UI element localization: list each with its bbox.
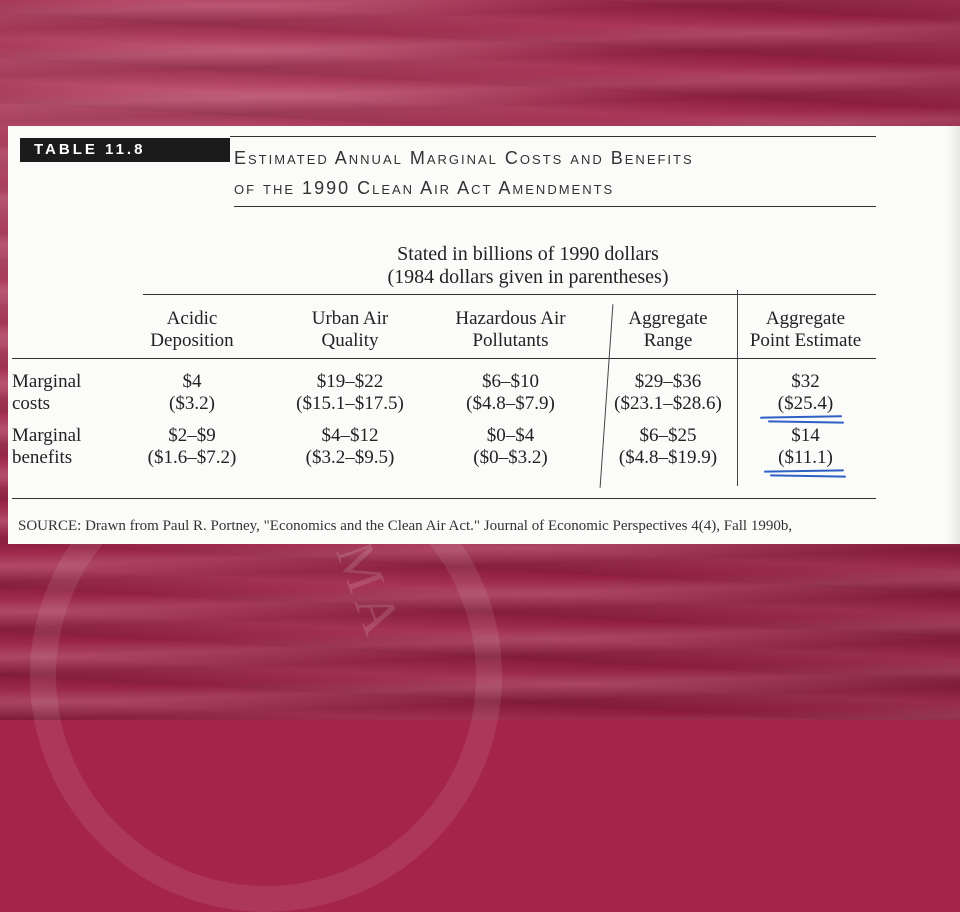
- pen-underline-benefits-2: [769, 474, 847, 478]
- cost-urban-1984: ($15.1–$17.5): [296, 393, 404, 414]
- title-rule: [234, 206, 876, 207]
- top-rule: [230, 136, 876, 137]
- scanned-table-page: TABLE 11.8 Estimated Annual Marginal Cos…: [8, 126, 960, 544]
- table-title-line2: of the 1990 Clean Air Act Amendments: [234, 178, 615, 198]
- subtitle-line2: (1984 dollars given in parentheses): [387, 266, 669, 288]
- table-tag: TABLE 11.8: [20, 138, 230, 162]
- cost-range: $29–$36: [634, 371, 702, 392]
- page-edge: [946, 126, 960, 544]
- benefit-urban: $4–$12: [321, 425, 379, 446]
- col-header-point-1: Aggregate: [765, 308, 846, 329]
- benefit-urban-1984: ($3.2–$9.5): [305, 447, 395, 468]
- pen-underline-costs-1: [759, 415, 843, 419]
- benefit-point: $14: [791, 425, 820, 446]
- col-header-urban-1: Urban Air: [311, 308, 389, 329]
- row-label-costs-1: Marginal: [12, 371, 82, 392]
- col-header-point-2: Point Estimate: [749, 330, 862, 351]
- benefit-range: $6–$25: [639, 425, 697, 446]
- col-header-range-1: Aggregate: [628, 308, 708, 329]
- bottom-rule: [12, 498, 876, 499]
- cost-hazardous: $6–$10: [482, 371, 539, 392]
- pen-divider-right: [737, 290, 738, 486]
- col-header-urban-2: Quality: [321, 330, 379, 351]
- header-rule: [143, 294, 876, 295]
- row-label-costs-2: costs: [12, 393, 50, 414]
- benefit-acidic-1984: ($1.6–$7.2): [147, 447, 237, 468]
- cost-hazardous-1984: ($4.8–$7.9): [466, 393, 555, 414]
- col-header-hazardous-1: Hazardous Air: [455, 308, 566, 329]
- table-title-line1: Estimated Annual Marginal Costs and Bene…: [234, 148, 694, 168]
- benefit-hazardous-1984: ($0–$3.2): [473, 447, 548, 468]
- body-rule: [12, 358, 876, 359]
- col-header-hazardous-2: Pollutants: [472, 330, 549, 351]
- row-label-benefits-1: Marginal: [12, 425, 82, 446]
- cost-range-1984: ($23.1–$28.6): [614, 393, 722, 414]
- cost-point-1984: ($25.4): [777, 393, 834, 414]
- benefit-hazardous: $0–$4: [486, 425, 535, 446]
- col-header-acidic-2: Deposition: [150, 330, 234, 351]
- pen-underline-benefits-1: [763, 469, 845, 473]
- cost-acidic: $4: [182, 371, 202, 392]
- benefit-acidic: $2–$9: [168, 425, 216, 446]
- row-label-benefits-2: benefits: [12, 447, 73, 468]
- cost-urban: $19–$22: [316, 371, 384, 392]
- benefit-point-1984: ($11.1): [778, 447, 833, 468]
- col-header-range-2: Range: [643, 330, 693, 351]
- cost-point: $32: [791, 371, 820, 392]
- subtitle-line1: Stated in billions of 1990 dollars: [397, 243, 659, 265]
- col-header-acidic-1: Acidic: [166, 308, 218, 329]
- cost-acidic-1984: ($3.2): [169, 393, 215, 414]
- source-note: SOURCE: Drawn from Paul R. Portney, "Eco…: [18, 518, 793, 534]
- benefit-range-1984: ($4.8–$19.9): [618, 447, 718, 468]
